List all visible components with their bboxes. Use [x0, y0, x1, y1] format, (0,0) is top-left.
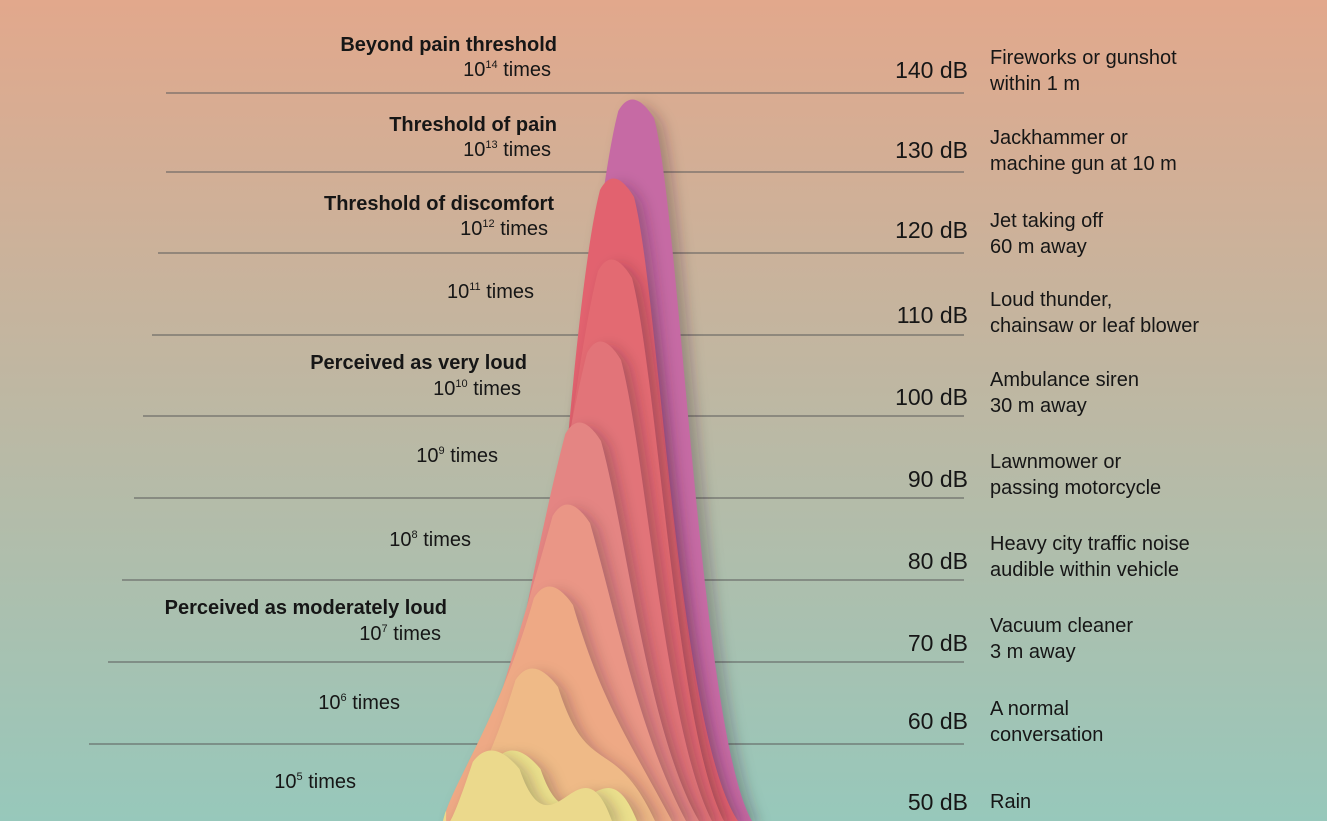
hump-50db	[443, 750, 612, 821]
source-line: Jet taking off	[990, 210, 1104, 232]
source-line: 60 m away	[990, 236, 1087, 258]
source-line: 30 m away	[990, 395, 1087, 417]
level-rules	[89, 92, 964, 745]
source-line: passing motorcycle	[990, 477, 1162, 499]
source-line: chainsaw or leaf blower	[990, 315, 1199, 337]
source-line: audible within vehicle	[990, 559, 1180, 581]
source-line: machine gun at 10 m	[990, 153, 1177, 175]
intensity-label: 109 times	[416, 444, 498, 469]
intensity-exponent: 10	[455, 378, 468, 390]
intensity-times: times	[450, 445, 498, 467]
intensity-times: times	[503, 59, 551, 81]
decibel-label: 90 dB	[907, 466, 968, 492]
decibel-label: 110 dB	[896, 302, 968, 328]
intensity-base: 10	[446, 281, 470, 303]
intensity-base: 10	[463, 59, 486, 81]
intensity-base: 10	[359, 623, 382, 645]
intensity-exponent: 8	[411, 529, 418, 541]
intensity-times: times	[486, 281, 534, 303]
decibel-label: 50 dB	[907, 789, 968, 815]
intensity-label: 1010 times	[433, 377, 521, 402]
intensity-label: 107 times	[359, 622, 441, 647]
intensity-label: 108 times	[389, 528, 471, 553]
source-line: Ambulance siren	[990, 369, 1139, 391]
source-label: Heavy city traffic noise audible within v…	[990, 531, 1190, 583]
loudness-mountain	[443, 99, 758, 821]
intensity-times: times	[503, 139, 551, 161]
decibel-label: 130 dB	[895, 137, 968, 163]
source-line: within 1 m	[990, 73, 1081, 95]
source-label: Rain	[990, 789, 1031, 815]
source-label: Ambulance siren 30 m away	[990, 367, 1139, 419]
intensity-exponent: 5	[296, 771, 303, 783]
source-label: Jackhammer or machine gun at 10 m	[990, 125, 1177, 177]
decibel-label: 120 dB	[895, 217, 968, 243]
intensity-label: 1012 times	[460, 217, 548, 242]
decibel-label: 70 dB	[907, 630, 968, 656]
intensity-label: 1013 times	[463, 138, 551, 163]
source-label: Loud thunder, chainsaw or leaf blower	[990, 287, 1199, 339]
intensity-base: 10	[274, 771, 297, 793]
intensity-exponent: 14	[485, 59, 498, 71]
intensity-exponent: 12	[482, 218, 495, 230]
intensity-times: times	[423, 529, 471, 551]
source-line: A normal	[990, 698, 1069, 720]
intensity-times: times	[352, 692, 400, 714]
source-line: conversation	[990, 724, 1104, 746]
category-label: Perceived as moderately loud	[164, 597, 447, 619]
source-line: Jackhammer or	[990, 127, 1128, 149]
intensity-base: 10	[318, 692, 341, 714]
intensity-exponent: 13	[485, 139, 498, 151]
source-line: Fireworks or gunshot	[990, 47, 1177, 69]
category-label: Threshold of discomfort	[324, 193, 554, 215]
source-label: Vacuum cleaner 3 m away	[990, 613, 1133, 665]
source-line: Heavy city traffic noise	[990, 533, 1190, 555]
intensity-base: 10	[416, 445, 439, 467]
intensity-times: times	[500, 218, 548, 240]
category-label: Perceived as very loud	[310, 352, 527, 374]
intensity-times: times	[308, 771, 356, 793]
category-label: Beyond pain threshold	[340, 34, 557, 56]
source-label: Lawnmower or passing motorcycle	[990, 449, 1161, 501]
source-line: Vacuum cleaner	[990, 615, 1134, 637]
decibel-label: 100 dB	[895, 384, 968, 410]
source-label: Fireworks or gunshot within 1 m	[990, 45, 1177, 97]
intensity-label: 105 times	[274, 770, 356, 795]
intensity-label: 1014 times	[463, 58, 551, 83]
intensity-times: times	[473, 378, 521, 400]
source-line: Lawnmower or	[990, 451, 1122, 473]
source-label: Jet taking off 60 m away	[990, 208, 1103, 260]
decibel-label: 60 dB	[907, 708, 968, 734]
intensity-base: 10	[389, 529, 412, 551]
intensity-label: 1011 times	[447, 280, 534, 305]
intensity-exponent: 7	[381, 623, 388, 635]
decibel-label: 140 dB	[895, 57, 968, 83]
source-line: Rain	[990, 791, 1032, 813]
intensity-exponent: 11	[469, 281, 481, 293]
intensity-base: 10	[463, 139, 486, 161]
source-line: Loud thunder,	[990, 289, 1113, 311]
intensity-times: times	[393, 623, 441, 645]
intensity-base: 10	[460, 218, 483, 240]
category-label: Threshold of pain	[389, 114, 557, 136]
decibel-label: 80 dB	[907, 548, 968, 574]
intensity-exponent: 9	[438, 445, 445, 457]
source-line: 3 m away	[990, 641, 1076, 663]
intensity-exponent: 6	[340, 692, 347, 704]
intensity-label: 106 times	[318, 691, 400, 716]
source-label: A normal conversation	[990, 696, 1103, 748]
intensity-base: 10	[433, 378, 456, 400]
